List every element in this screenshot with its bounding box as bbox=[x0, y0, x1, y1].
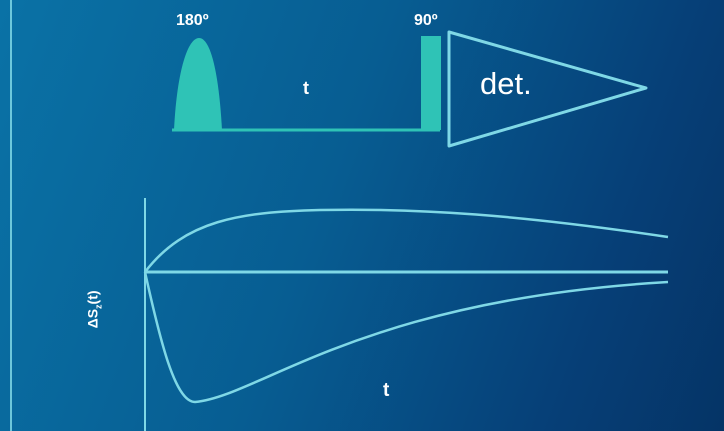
detection-triangle bbox=[447, 30, 648, 148]
detection-label: det. bbox=[480, 66, 532, 101]
y-axis-label: ΔSz(t) bbox=[85, 290, 104, 328]
y-axis-label-arg: (t) bbox=[84, 290, 101, 305]
pulse-180 bbox=[174, 38, 222, 130]
y-axis-label-sub: z bbox=[93, 304, 104, 309]
positive-curve bbox=[144, 208, 669, 273]
x-axis-label: t bbox=[383, 380, 390, 401]
pulse-90-label: 90º bbox=[414, 12, 438, 29]
y-axis-label-main: ΔS bbox=[84, 308, 101, 329]
pulse-90 bbox=[421, 36, 441, 130]
delay-label: t bbox=[303, 78, 309, 98]
pulse-180-label: 180º bbox=[176, 12, 209, 29]
negative-curve bbox=[143, 271, 669, 404]
